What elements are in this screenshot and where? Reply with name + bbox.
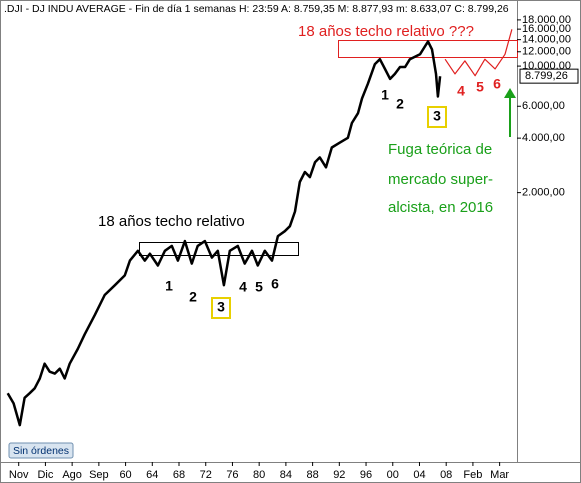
x-tick-label: 88	[306, 469, 318, 481]
x-tick-label: 08	[440, 469, 452, 481]
count-box	[211, 297, 231, 319]
last-price-label: 8.799,26	[525, 70, 568, 82]
x-tick-label: 76	[226, 469, 238, 481]
x-tick-label: 84	[280, 469, 292, 481]
annotation: Fuga teórica de	[388, 141, 492, 158]
x-tick-label: Mar	[490, 469, 509, 481]
y-tick-label: 2.000,00	[522, 187, 565, 199]
y-tick-label: 14.000,00	[522, 34, 571, 46]
arrow-head	[504, 88, 516, 98]
x-tick-label: Dic	[37, 469, 53, 481]
projection-line	[444, 29, 513, 77]
count-box	[427, 106, 447, 128]
count-label: 4	[239, 279, 247, 295]
chart-title: .DJI - DJ INDU AVERAGE - Fin de día 1 se…	[4, 3, 509, 15]
button-label[interactable]: Sin órdenes	[13, 445, 69, 457]
count-label: 3	[433, 108, 441, 124]
x-tick-label: 04	[413, 469, 425, 481]
x-tick-label: Nov	[9, 469, 29, 481]
count-label: 5	[476, 79, 484, 95]
x-tick-label: 64	[146, 469, 158, 481]
count-label: 6	[493, 76, 501, 92]
x-tick-label: 60	[119, 469, 131, 481]
x-tick-label: 80	[253, 469, 265, 481]
annotation: alcista, en 2016	[388, 199, 493, 216]
count-label: 2	[396, 96, 404, 112]
y-tick-label: 4.000,00	[522, 132, 565, 144]
count-label: 1	[165, 278, 173, 294]
button[interactable]	[8, 442, 74, 459]
count-label: 2	[189, 289, 197, 305]
x-tick-label: 96	[360, 469, 372, 481]
x-tick-label: Feb	[463, 469, 482, 481]
y-tick-label: 12.000,00	[522, 46, 571, 58]
annotation: 18 años techo relativo ???	[298, 23, 474, 40]
x-tick-label: Ago	[62, 469, 82, 481]
x-tick-label: Sep	[89, 469, 109, 481]
x-tick-label: 72	[200, 469, 212, 481]
annotation: 18 años techo relativo	[98, 213, 245, 230]
annotation: mercado super-	[388, 171, 493, 188]
count-label: 4	[457, 83, 465, 99]
count-label: 5	[255, 279, 263, 295]
y-tick-label: 16.000,00	[522, 23, 571, 35]
count-label: 3	[217, 299, 225, 315]
count-label: 6	[271, 276, 279, 292]
price-line	[6, 40, 442, 427]
x-tick-label: 92	[333, 469, 345, 481]
count-label: 1	[381, 87, 389, 103]
y-tick-label: 18.000,00	[522, 14, 571, 26]
y-tick-label: 6.000,00	[522, 100, 565, 112]
x-tick-label: 00	[387, 469, 399, 481]
last-price-box	[519, 68, 579, 84]
x-tick-label: 68	[173, 469, 185, 481]
